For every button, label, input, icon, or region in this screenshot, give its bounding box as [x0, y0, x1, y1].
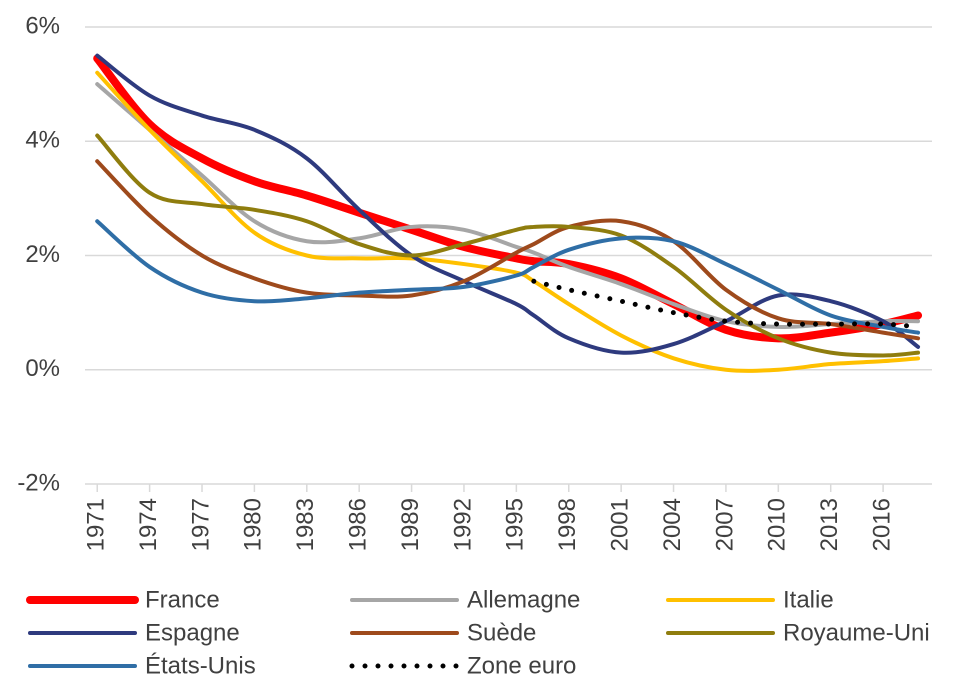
x-tick-label: 2013	[816, 498, 843, 551]
x-tick-label: 1986	[345, 498, 372, 551]
x-tick-label: 1980	[240, 498, 267, 551]
legend-label: Zone euro	[467, 652, 576, 679]
x-tick-label: 2001	[606, 498, 633, 551]
y-tick-label: 2%	[25, 241, 60, 268]
x-tick-label: 1992	[449, 498, 476, 551]
x-tick-label: 1995	[502, 498, 529, 551]
legend-label: États-Unis	[145, 652, 256, 679]
x-tick-label: 1983	[292, 498, 319, 551]
legend-label: Espagne	[145, 619, 240, 646]
x-tick-label: 1977	[187, 498, 214, 551]
y-tick-label: 6%	[25, 12, 60, 39]
y-tick-label: -2%	[17, 469, 60, 496]
x-tick-label: 2016	[868, 498, 895, 551]
series-line	[531, 278, 921, 330]
series-line	[95, 159, 921, 341]
x-tick-label: 2010	[764, 498, 791, 551]
x-tick-label: 1974	[135, 498, 162, 551]
y-tick-label: 0%	[25, 355, 60, 382]
legend-label: Italie	[783, 586, 834, 613]
legend-label: Royaume-Uni	[783, 619, 930, 646]
legend-label: Suède	[467, 619, 536, 646]
x-tick-label: 1998	[554, 498, 581, 551]
legend-label: France	[145, 586, 220, 613]
x-tick-label: 1971	[83, 498, 110, 551]
y-tick-label: 4%	[25, 127, 60, 154]
series-line	[95, 133, 921, 358]
series-line	[95, 53, 921, 355]
series-line	[95, 219, 921, 335]
x-tick-label: 2007	[711, 498, 738, 551]
legend-label: Allemagne	[467, 586, 580, 613]
x-tick-label: 2004	[659, 498, 686, 551]
x-tick-label: 1989	[397, 498, 424, 551]
